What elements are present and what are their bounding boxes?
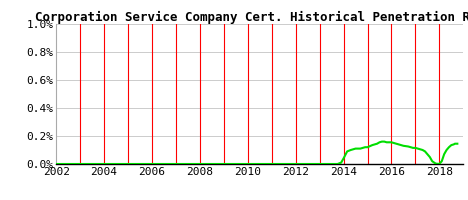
Title: Corporation Service Company Cert. Historical Penetration Rat: Corporation Service Company Cert. Histor… [35, 11, 468, 24]
